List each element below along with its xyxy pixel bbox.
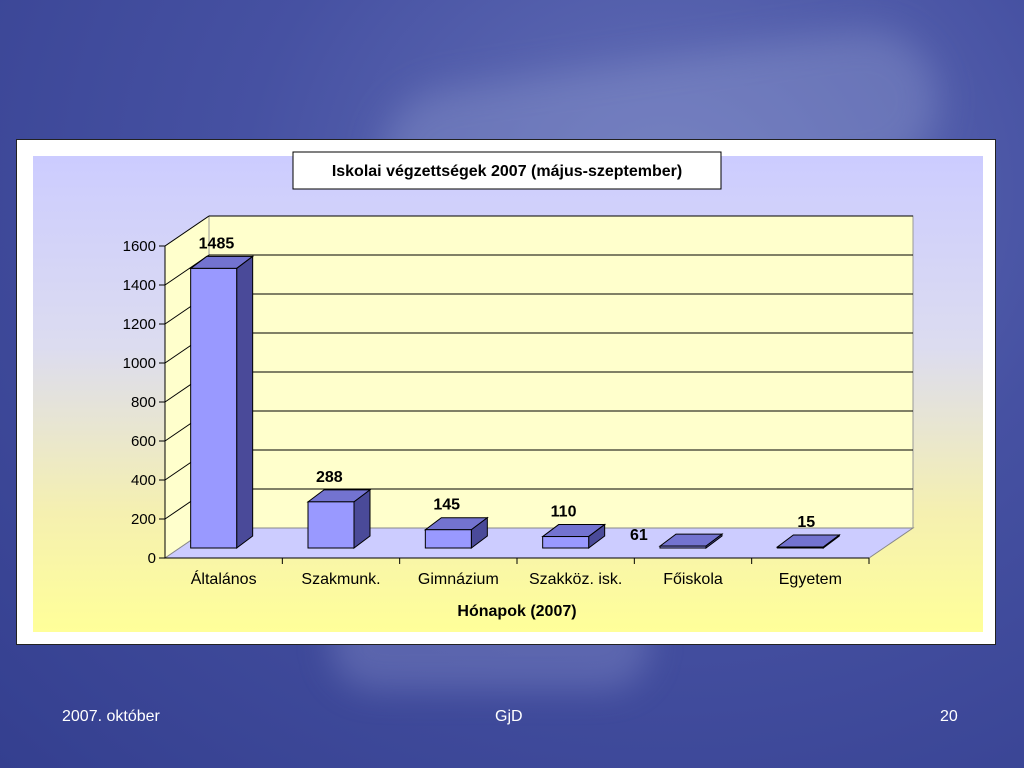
bar [658, 533, 724, 549]
y-axis: 0 200 400 600 800 1000 1200 1400 1600 [123, 238, 166, 567]
bar-chart: 0 200 400 600 800 1000 1200 1400 1600 Általános S… [123, 151, 915, 620]
chart-walls [163, 215, 915, 559]
data-label: 145 [433, 497, 460, 514]
gridline-side [164, 215, 210, 247]
x-tick-label: Szakköz. isk. [529, 571, 622, 588]
chart-title: Iskolai végzettségek 2007 (május-szeptem… [332, 163, 682, 180]
bars [189, 255, 841, 549]
x-axis-label: Hónapok (2007) [457, 603, 576, 620]
bar-front [190, 267, 238, 549]
bar-front [542, 536, 590, 549]
x-tick-label: Szakmunk. [301, 571, 380, 588]
y-tick-label: 1600 [123, 238, 156, 255]
bar [306, 488, 372, 549]
footer-date: 2007. október [62, 708, 160, 725]
bar-front [307, 501, 355, 549]
y-tick-label: 800 [131, 394, 156, 411]
y-tick-label: 200 [131, 511, 156, 528]
x-tick-label: Főiskola [663, 571, 723, 588]
bar [775, 534, 841, 549]
data-labels: 1485 288 145 110 61 15 [199, 235, 816, 544]
y-tick-label: 1000 [123, 355, 156, 372]
x-axis: Általános Szakmunk. Gimnázium Szakköz. isk.… [165, 557, 870, 620]
chart-frame: 0 200 400 600 800 1000 1200 1400 1600 Általános S… [16, 139, 996, 645]
data-label: 15 [797, 514, 815, 531]
data-label: 61 [630, 527, 648, 544]
bar-front [776, 546, 824, 549]
data-label: 1485 [199, 235, 235, 252]
bar [423, 516, 489, 549]
bar-front [424, 529, 472, 549]
bar-side [236, 255, 254, 549]
chart-title-box-bg [292, 151, 722, 190]
y-tick-label: 0 [148, 550, 156, 567]
x-tick-label: Általános [191, 569, 257, 588]
footer-author: GjD [495, 708, 523, 725]
y-tick-label: 1200 [123, 316, 156, 333]
x-tick-label: Gimnázium [418, 571, 499, 588]
chart-title-box: Iskolai végzettségek 2007 (május-szeptem… [292, 151, 722, 190]
bar-front [659, 545, 707, 549]
y-tick-label: 600 [131, 433, 156, 450]
bar [189, 255, 255, 549]
data-label: 110 [551, 504, 577, 521]
bar [541, 523, 607, 549]
footer-page-number: 20 [940, 708, 958, 725]
y-tick-label: 1400 [123, 277, 156, 294]
y-tick-label: 400 [131, 472, 156, 489]
x-tick-label: Egyetem [779, 571, 842, 588]
data-label: 288 [316, 469, 343, 486]
